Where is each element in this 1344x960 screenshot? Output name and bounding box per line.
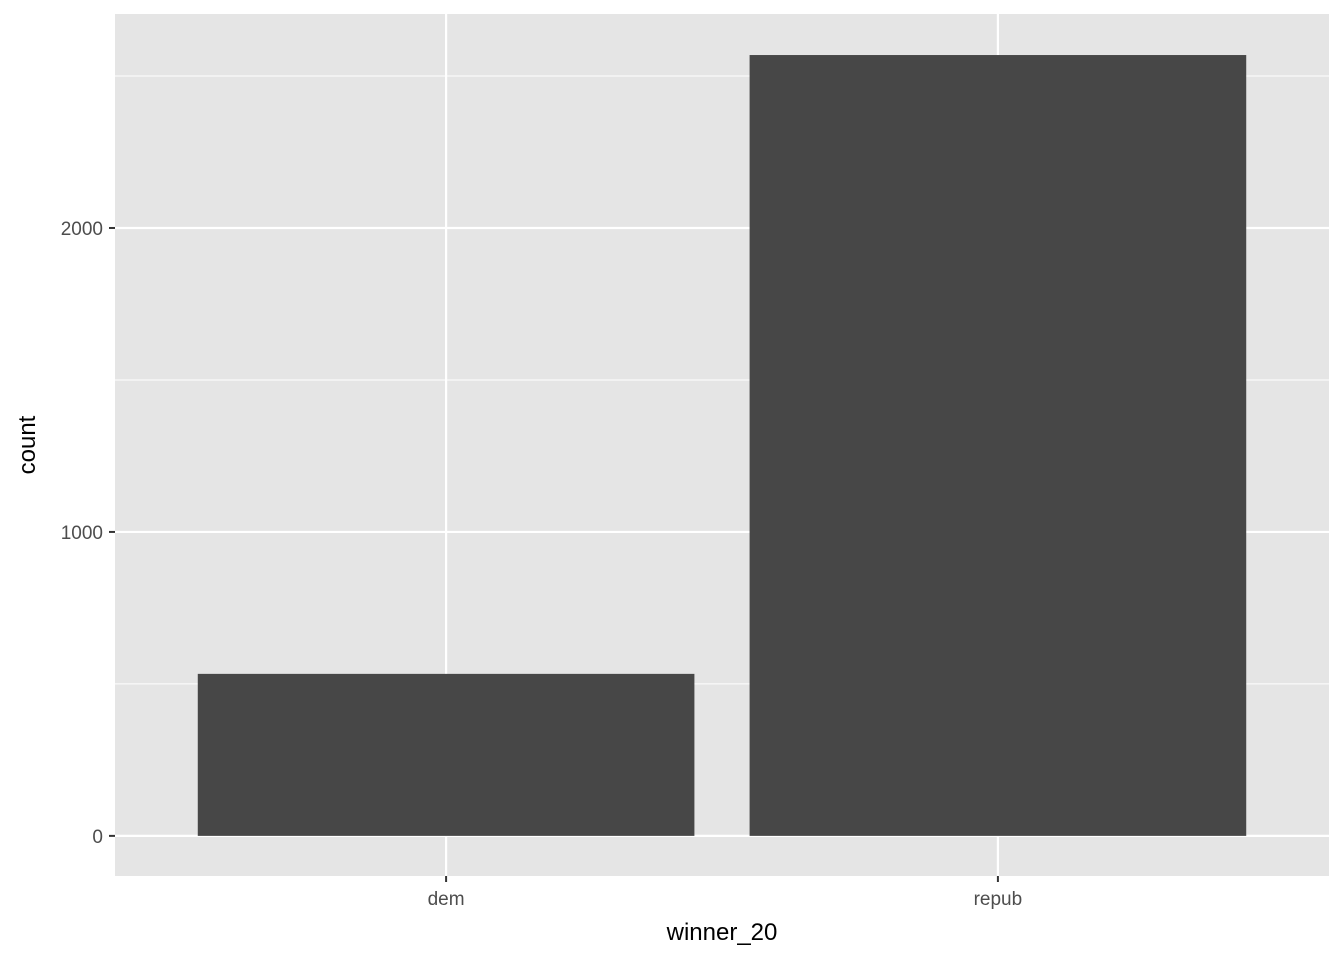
bar-repub <box>749 55 1247 836</box>
axes: 0 1000 2000 dem repub <box>61 219 1022 910</box>
bar-dem <box>197 673 695 836</box>
y-tick-label: 2000 <box>61 219 103 240</box>
y-tick-label: 0 <box>92 827 103 848</box>
x-axis-title: winner_20 <box>666 919 778 946</box>
x-tick-label: repub <box>974 889 1023 910</box>
y-tick-label: 1000 <box>61 523 103 544</box>
bars <box>197 55 1247 836</box>
y-axis-title: count <box>14 415 41 474</box>
x-tick-label: dem <box>428 889 465 910</box>
